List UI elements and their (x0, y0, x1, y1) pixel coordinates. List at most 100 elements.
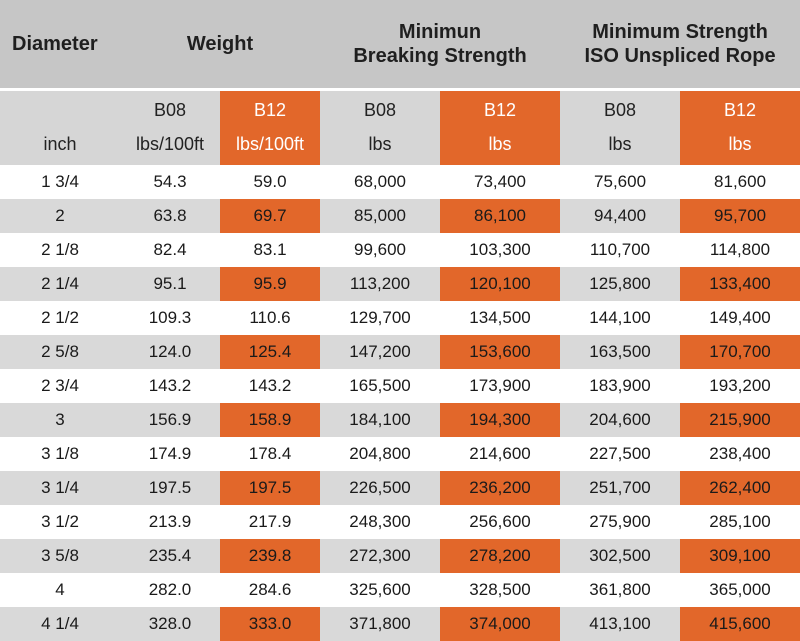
cell-weight-b12: 83.1 (253, 240, 287, 259)
table-row: 2 3/4 143.2 143.2 165,500 173,900 183,900 193,… (0, 369, 800, 403)
cell-weight-b08: 95.1 (120, 267, 220, 301)
cell-mbs-b12: 153,600 (440, 335, 561, 369)
cell-iso-b08: 94,400 (560, 199, 681, 233)
cell-weight-b12: 217.9 (248, 512, 292, 531)
table-row: 4 1/4 328.0 333.0 371,800 374,000 413,100 415,… (0, 607, 800, 641)
header-min-breaking-strength: Minimun Breaking Strength (320, 0, 561, 88)
cell-weight-b12: 143.2 (248, 376, 292, 395)
header-row: Diameter Weight Minimun Breaking Strengt… (0, 0, 800, 88)
cell-mbs-b12: 194,300 (440, 403, 561, 437)
cell-diameter: 3 1/2 (41, 512, 79, 531)
grade-row: B08 B12 B08 B12 B08 B12 (0, 91, 800, 127)
cell-diameter: 4 (55, 580, 65, 599)
header-iso-line2: ISO Unspliced Rope (584, 45, 776, 67)
cell-weight-b08: 282.0 (148, 580, 192, 599)
cell-mbs-b12: 86,100 (440, 199, 561, 233)
cell-weight-b08: 235.4 (120, 539, 220, 573)
table-row: 3 1/8 174.9 178.4 204,800 214,600 227,500 238,… (0, 437, 800, 471)
cell-iso-b12: 170,700 (680, 335, 800, 369)
header-spacer (0, 88, 800, 91)
cell-iso-b12: 193,200 (709, 376, 771, 395)
table-row: 3 1/4 197.5 197.5 226,500 236,200 251,700 262,… (0, 471, 800, 505)
cell-weight-b12: 239.8 (220, 539, 321, 573)
cell-weight-b12: 197.5 (220, 471, 321, 505)
cell-mbs-b12: 214,600 (469, 444, 531, 463)
cell-mbs-b08: 129,700 (349, 308, 411, 327)
cell-mbs-b08: 68,000 (354, 172, 407, 191)
cell-iso-b08: 204,600 (560, 403, 681, 437)
cell-weight-b08: 54.3 (153, 172, 187, 191)
table-row: 3 156.9 158.9 184,100 194,300 204,600 215,900 (0, 403, 800, 437)
cell-weight-b12: 284.6 (248, 580, 292, 599)
table-row: 2 1/4 95.1 95.9 113,200 120,100 125,800 133,40… (0, 267, 800, 301)
header-iso-strength: Minimum Strength ISO Unspliced Rope (560, 0, 800, 88)
grade-iso-b08: B08 (560, 91, 681, 127)
unit-weight-b12: lbs/100ft (220, 127, 321, 165)
cell-weight-b12: 333.0 (220, 607, 321, 641)
cell-iso-b08: 75,600 (594, 172, 647, 191)
cell-mbs-b08: 165,500 (349, 376, 411, 395)
unit-row: inch lbs/100ft lbs/100ft lbs lbs lbs lbs (0, 127, 800, 165)
cell-iso-b12: 215,900 (680, 403, 800, 437)
cell-iso-b12: 415,600 (680, 607, 800, 641)
cell-mbs-b08: 248,300 (349, 512, 411, 531)
cell-iso-b08: 361,800 (589, 580, 651, 599)
cell-diameter: 1 3/4 (41, 172, 79, 191)
table-row: 2 5/8 124.0 125.4 147,200 153,600 163,500 170,… (0, 335, 800, 369)
table-row: 2 1/2 109.3 110.6 129,700 134,500 144,100 149,… (0, 301, 800, 335)
cell-diameter: 4 1/4 (0, 607, 120, 641)
grade-iso-b12: B12 (680, 91, 800, 127)
cell-mbs-b12: 236,200 (440, 471, 561, 505)
cell-mbs-b12: 328,500 (469, 580, 531, 599)
grade-mbs-b12: B12 (440, 91, 561, 127)
cell-weight-b08: 156.9 (120, 403, 220, 437)
cell-diameter: 2 (0, 199, 120, 233)
cell-weight-b12: 158.9 (220, 403, 321, 437)
grade-cell-empty (0, 91, 120, 127)
cell-weight-b12: 110.6 (249, 308, 291, 327)
grade-weight-b08: B08 (120, 91, 220, 127)
header-iso-line1: Minimum Strength (592, 21, 768, 43)
cell-weight-b12: 125.4 (220, 335, 321, 369)
cell-iso-b08: 227,500 (589, 444, 651, 463)
table-row: 1 3/4 54.3 59.0 68,000 73,400 75,600 81,600 (0, 165, 800, 199)
table-row: 3 1/2 213.9 217.9 248,300 256,600 275,900 285,… (0, 505, 800, 539)
cell-iso-b12: 95,700 (680, 199, 800, 233)
cell-mbs-b08: 371,800 (320, 607, 441, 641)
cell-diameter: 2 3/4 (41, 376, 79, 395)
cell-mbs-b08: 85,000 (320, 199, 441, 233)
cell-iso-b12: 149,400 (709, 308, 771, 327)
cell-iso-b12: 133,400 (680, 267, 800, 301)
cell-mbs-b12: 73,400 (474, 172, 527, 191)
cell-mbs-b08: 226,500 (320, 471, 441, 505)
cell-iso-b08: 251,700 (560, 471, 681, 505)
header-mbs-line1: Minimun (398, 21, 482, 43)
table-row: 4 282.0 284.6 325,600 328,500 361,800 365,000 (0, 573, 800, 607)
cell-diameter: 2 1/8 (41, 240, 79, 259)
cell-iso-b08: 163,500 (560, 335, 681, 369)
cell-iso-b12: 81,600 (714, 172, 767, 191)
cell-mbs-b08: 325,600 (349, 580, 411, 599)
cell-iso-b08: 110,700 (589, 240, 651, 259)
cell-mbs-b12: 120,100 (440, 267, 561, 301)
cell-diameter: 2 1/4 (0, 267, 120, 301)
cell-weight-b12: 69.7 (220, 199, 321, 233)
grade-mbs-b08: B08 (320, 91, 441, 127)
cell-mbs-b08: 184,100 (320, 403, 441, 437)
cell-iso-b08: 125,800 (560, 267, 681, 301)
cell-diameter: 3 5/8 (0, 539, 120, 573)
cell-weight-b12: 178.4 (248, 444, 292, 463)
cell-iso-b08: 302,500 (560, 539, 681, 573)
cell-iso-b08: 183,900 (589, 376, 651, 395)
cell-weight-b12: 95.9 (220, 267, 321, 301)
header-mbs-line2: Breaking Strength (353, 45, 527, 67)
cell-iso-b12: 285,100 (709, 512, 771, 531)
cell-mbs-b08: 147,200 (320, 335, 441, 369)
cell-iso-b12: 238,400 (709, 444, 771, 463)
cell-weight-b08: 82.4 (153, 240, 187, 259)
cell-mbs-b08: 99,600 (354, 240, 407, 259)
cell-weight-b08: 213.9 (148, 512, 192, 531)
cell-weight-b08: 109.3 (148, 308, 192, 327)
cell-mbs-b08: 113,200 (320, 267, 441, 301)
unit-weight-b08: lbs/100ft (120, 127, 220, 165)
